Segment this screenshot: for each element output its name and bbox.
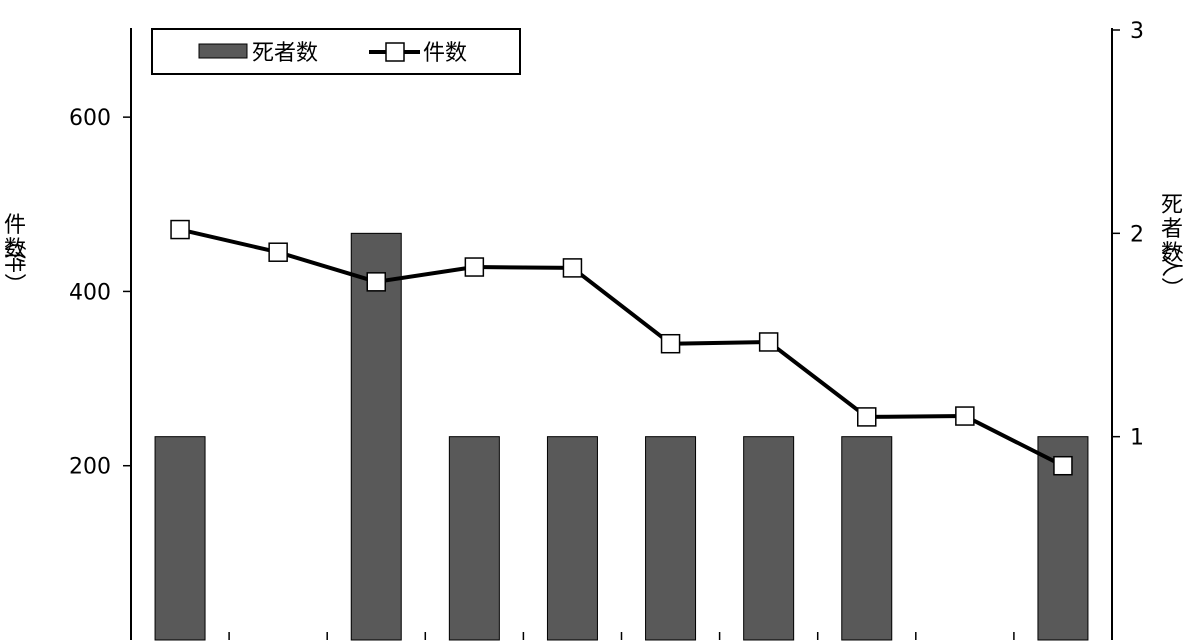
series-line bbox=[179, 227, 1064, 468]
right-axis-title-char: 死 bbox=[1161, 193, 1183, 218]
line-marker bbox=[268, 242, 288, 262]
right-axis-title-unit: （人） bbox=[1158, 233, 1183, 299]
bar bbox=[350, 232, 402, 641]
right-tick-label: 2 bbox=[1130, 222, 1144, 247]
line-marker bbox=[955, 406, 975, 426]
left-axis-title-char: 数 bbox=[4, 237, 26, 262]
bar bbox=[743, 436, 795, 641]
line-marker bbox=[562, 258, 583, 278]
left-tick-label: 400 bbox=[69, 280, 111, 305]
line-marker bbox=[660, 333, 681, 354]
right-axis-title-char: 数 bbox=[1161, 241, 1183, 266]
axes-layer: 200 400 600 1 2 3 bbox=[69, 19, 1144, 640]
right-axis-title-char: 者 bbox=[1161, 217, 1183, 242]
left-axis-title-unit: （件） bbox=[1, 229, 26, 295]
legend-label-deaths: 死者数 bbox=[252, 41, 318, 66]
legend-marker-swatch bbox=[385, 42, 405, 62]
bar bbox=[154, 436, 206, 641]
left-axis-title: 件数（件） bbox=[1, 213, 26, 295]
line-marker bbox=[366, 272, 386, 292]
line-marker bbox=[170, 219, 190, 240]
line-marker bbox=[758, 332, 779, 352]
line-marker bbox=[464, 257, 485, 277]
right-tick-label: 3 bbox=[1130, 19, 1144, 44]
legend: 死者数 件数 bbox=[151, 28, 521, 75]
bar bbox=[841, 436, 893, 641]
right-axis-title: 死者数（人） bbox=[1158, 193, 1183, 299]
left-tick-label: 200 bbox=[69, 455, 111, 480]
bar bbox=[645, 436, 697, 641]
right-tick-label: 1 bbox=[1130, 426, 1144, 451]
line-layer bbox=[170, 219, 1073, 476]
left-tick-label: 600 bbox=[69, 106, 111, 131]
line-marker bbox=[857, 407, 877, 427]
line-marker bbox=[1053, 455, 1073, 476]
bar bbox=[546, 436, 598, 641]
left-axis-title-char: 件 bbox=[4, 213, 26, 238]
bar bbox=[448, 436, 500, 641]
legend-label-cases: 件数 bbox=[423, 41, 467, 66]
bars-layer bbox=[154, 232, 1089, 641]
legend-bar-swatch bbox=[198, 43, 248, 59]
